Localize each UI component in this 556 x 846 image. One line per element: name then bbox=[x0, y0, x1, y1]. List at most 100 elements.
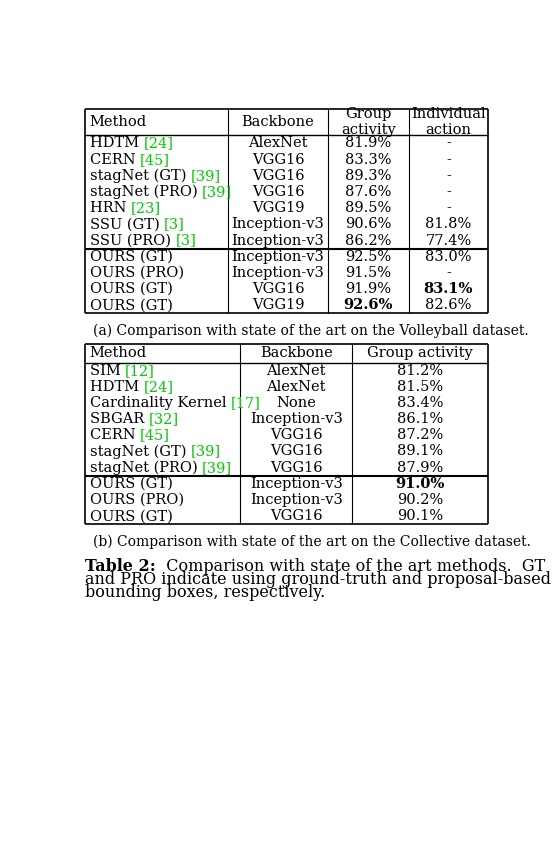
Text: [23]: [23] bbox=[131, 201, 161, 215]
Text: 86.2%: 86.2% bbox=[345, 233, 391, 248]
Text: 81.8%: 81.8% bbox=[425, 217, 471, 231]
Text: VGG16: VGG16 bbox=[270, 428, 322, 442]
Text: stagNet (PRO): stagNet (PRO) bbox=[90, 460, 202, 475]
Text: OURS (GT): OURS (GT) bbox=[90, 298, 172, 312]
Text: stagNet (GT): stagNet (GT) bbox=[90, 168, 191, 183]
Text: VGG16: VGG16 bbox=[270, 461, 322, 475]
Text: [39]: [39] bbox=[191, 169, 221, 183]
Text: -: - bbox=[446, 201, 451, 215]
Text: -: - bbox=[446, 266, 451, 280]
Text: VGG16: VGG16 bbox=[252, 152, 304, 167]
Text: 89.5%: 89.5% bbox=[345, 201, 391, 215]
Text: (a) Comparison with state of the art on the Volleyball dataset.: (a) Comparison with state of the art on … bbox=[93, 324, 528, 338]
Text: Backbone: Backbone bbox=[242, 115, 314, 129]
Text: [39]: [39] bbox=[202, 461, 232, 475]
Text: Comparison with state of the art methods.  GT: Comparison with state of the art methods… bbox=[156, 558, 545, 575]
Text: VGG16: VGG16 bbox=[270, 509, 322, 523]
Text: 90.2%: 90.2% bbox=[397, 493, 443, 507]
Text: 83.0%: 83.0% bbox=[425, 250, 471, 264]
Text: 89.3%: 89.3% bbox=[345, 169, 391, 183]
Text: [17]: [17] bbox=[231, 396, 261, 410]
Text: 82.6%: 82.6% bbox=[425, 298, 471, 312]
Text: 87.6%: 87.6% bbox=[345, 185, 391, 199]
Text: [45]: [45] bbox=[140, 428, 170, 442]
Text: Group
activity: Group activity bbox=[341, 107, 396, 137]
Text: [32]: [32] bbox=[148, 412, 178, 426]
Text: HRN: HRN bbox=[90, 201, 131, 215]
Text: CERN: CERN bbox=[90, 152, 140, 167]
Text: 91.5%: 91.5% bbox=[345, 266, 391, 280]
Text: Backbone: Backbone bbox=[260, 346, 332, 360]
Text: 92.5%: 92.5% bbox=[345, 250, 391, 264]
Text: Cardinality Kernel: Cardinality Kernel bbox=[90, 396, 231, 410]
Text: [24]: [24] bbox=[143, 136, 173, 151]
Text: 83.3%: 83.3% bbox=[345, 152, 391, 167]
Text: VGG19: VGG19 bbox=[252, 201, 304, 215]
Text: CERN: CERN bbox=[90, 428, 140, 442]
Text: 83.4%: 83.4% bbox=[397, 396, 443, 410]
Text: Inception-v3: Inception-v3 bbox=[231, 233, 324, 248]
Text: [45]: [45] bbox=[140, 152, 170, 167]
Text: SIM: SIM bbox=[90, 364, 125, 377]
Text: VGG16: VGG16 bbox=[252, 185, 304, 199]
Text: 81.2%: 81.2% bbox=[397, 364, 443, 377]
Text: and PRO indicate using ground-truth and proposal-based: and PRO indicate using ground-truth and … bbox=[85, 571, 551, 588]
Text: [24]: [24] bbox=[143, 380, 173, 393]
Text: Method: Method bbox=[90, 115, 147, 129]
Text: 81.9%: 81.9% bbox=[345, 136, 391, 151]
Text: Inception-v3: Inception-v3 bbox=[250, 493, 342, 507]
Text: 90.6%: 90.6% bbox=[345, 217, 391, 231]
Text: VGG16: VGG16 bbox=[252, 169, 304, 183]
Text: AlexNet: AlexNet bbox=[266, 364, 326, 377]
Text: -: - bbox=[446, 169, 451, 183]
Text: 90.1%: 90.1% bbox=[397, 509, 443, 523]
Text: (b) Comparison with state of the art on the Collective dataset.: (b) Comparison with state of the art on … bbox=[93, 535, 530, 549]
Text: [3]: [3] bbox=[175, 233, 196, 248]
Text: AlexNet: AlexNet bbox=[266, 380, 326, 393]
Text: 81.5%: 81.5% bbox=[397, 380, 443, 393]
Text: OURS (PRO): OURS (PRO) bbox=[90, 266, 184, 280]
Text: 92.6%: 92.6% bbox=[344, 298, 393, 312]
Text: SSU (GT): SSU (GT) bbox=[90, 217, 164, 231]
Text: Inception-v3: Inception-v3 bbox=[250, 412, 342, 426]
Text: Inception-v3: Inception-v3 bbox=[231, 250, 324, 264]
Text: [39]: [39] bbox=[191, 444, 221, 459]
Text: 83.1%: 83.1% bbox=[424, 282, 473, 296]
Text: -: - bbox=[446, 152, 451, 167]
Text: [3]: [3] bbox=[164, 217, 185, 231]
Text: [39]: [39] bbox=[202, 185, 232, 199]
Text: 91.9%: 91.9% bbox=[345, 282, 391, 296]
Text: 87.9%: 87.9% bbox=[397, 461, 443, 475]
Text: 89.1%: 89.1% bbox=[397, 444, 443, 459]
Text: None: None bbox=[276, 396, 316, 410]
Text: VGG16: VGG16 bbox=[270, 444, 322, 459]
Text: VGG16: VGG16 bbox=[252, 282, 304, 296]
Text: HDTM: HDTM bbox=[90, 380, 143, 393]
Text: 91.0%: 91.0% bbox=[395, 477, 445, 491]
Text: Group activity: Group activity bbox=[368, 346, 473, 360]
Text: -: - bbox=[446, 185, 451, 199]
Text: OURS (PRO): OURS (PRO) bbox=[90, 493, 184, 507]
Text: SSU (PRO): SSU (PRO) bbox=[90, 233, 175, 248]
Text: stagNet (PRO): stagNet (PRO) bbox=[90, 184, 202, 199]
Text: Inception-v3: Inception-v3 bbox=[231, 266, 324, 280]
Text: Inception-v3: Inception-v3 bbox=[250, 477, 342, 491]
Text: OURS (GT): OURS (GT) bbox=[90, 250, 172, 264]
Text: 77.4%: 77.4% bbox=[425, 233, 471, 248]
Text: [12]: [12] bbox=[125, 364, 155, 377]
Text: OURS (GT): OURS (GT) bbox=[90, 509, 172, 523]
Text: 86.1%: 86.1% bbox=[397, 412, 443, 426]
Text: SBGAR: SBGAR bbox=[90, 412, 148, 426]
Text: Individual
action: Individual action bbox=[411, 107, 486, 137]
Text: Table 2:: Table 2: bbox=[85, 558, 156, 575]
Text: OURS (GT): OURS (GT) bbox=[90, 477, 172, 491]
Text: bounding boxes, respectively.: bounding boxes, respectively. bbox=[85, 585, 325, 602]
Text: 87.2%: 87.2% bbox=[397, 428, 443, 442]
Text: HDTM: HDTM bbox=[90, 136, 143, 151]
Text: Method: Method bbox=[90, 346, 147, 360]
Text: OURS (GT): OURS (GT) bbox=[90, 282, 172, 296]
Text: VGG19: VGG19 bbox=[252, 298, 304, 312]
Text: Inception-v3: Inception-v3 bbox=[231, 217, 324, 231]
Text: -: - bbox=[446, 136, 451, 151]
Text: AlexNet: AlexNet bbox=[248, 136, 307, 151]
